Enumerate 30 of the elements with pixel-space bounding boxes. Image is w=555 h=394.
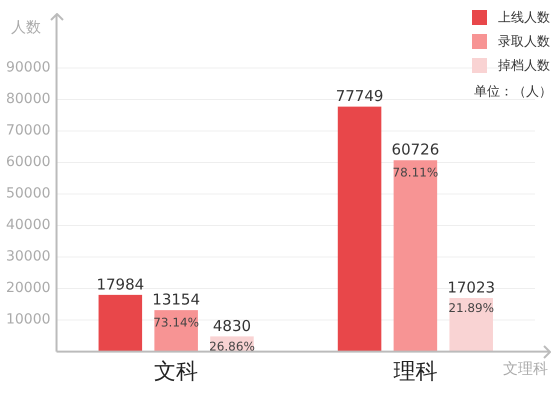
y-tick-label: 10000: [6, 312, 51, 328]
x-tick-label: 文科: [154, 360, 198, 385]
y-tick-label: 20000: [6, 280, 51, 296]
data-label: 17984: [96, 275, 144, 294]
x-axis-title: 文理科: [503, 359, 548, 378]
y-tick-label: 40000: [6, 217, 51, 234]
y-tick-label: 90000: [6, 60, 51, 76]
bar: [394, 160, 438, 352]
data-label: 13154: [152, 290, 200, 309]
y-axis-title: 人数: [11, 18, 41, 36]
y-tick-label: 60000: [6, 154, 51, 170]
annotation: 21.89%: [448, 301, 494, 316]
data-label: 60726: [392, 140, 440, 159]
bar: [338, 106, 382, 352]
data-label: 17023: [447, 278, 496, 296]
y-tick-label: 80000: [6, 91, 51, 108]
legend-label: 录取人数: [498, 34, 550, 50]
y-tick-label: 50000: [6, 186, 51, 202]
bar: [449, 298, 493, 352]
x-tick-label: 理科: [393, 360, 438, 385]
annotation: 73.14%: [153, 315, 200, 330]
legend-label: 上线人数: [498, 10, 550, 26]
data-label: 77749: [336, 86, 384, 105]
y-tick-label: 70000: [6, 122, 51, 139]
annotation: 26.86%: [209, 340, 255, 354]
data-label: 4830: [212, 316, 252, 335]
bar: [98, 294, 142, 352]
legend-label: 掉档人数: [498, 58, 550, 74]
y-tick-label: 30000: [6, 248, 51, 265]
annotation: 单位：（人）: [474, 84, 552, 100]
